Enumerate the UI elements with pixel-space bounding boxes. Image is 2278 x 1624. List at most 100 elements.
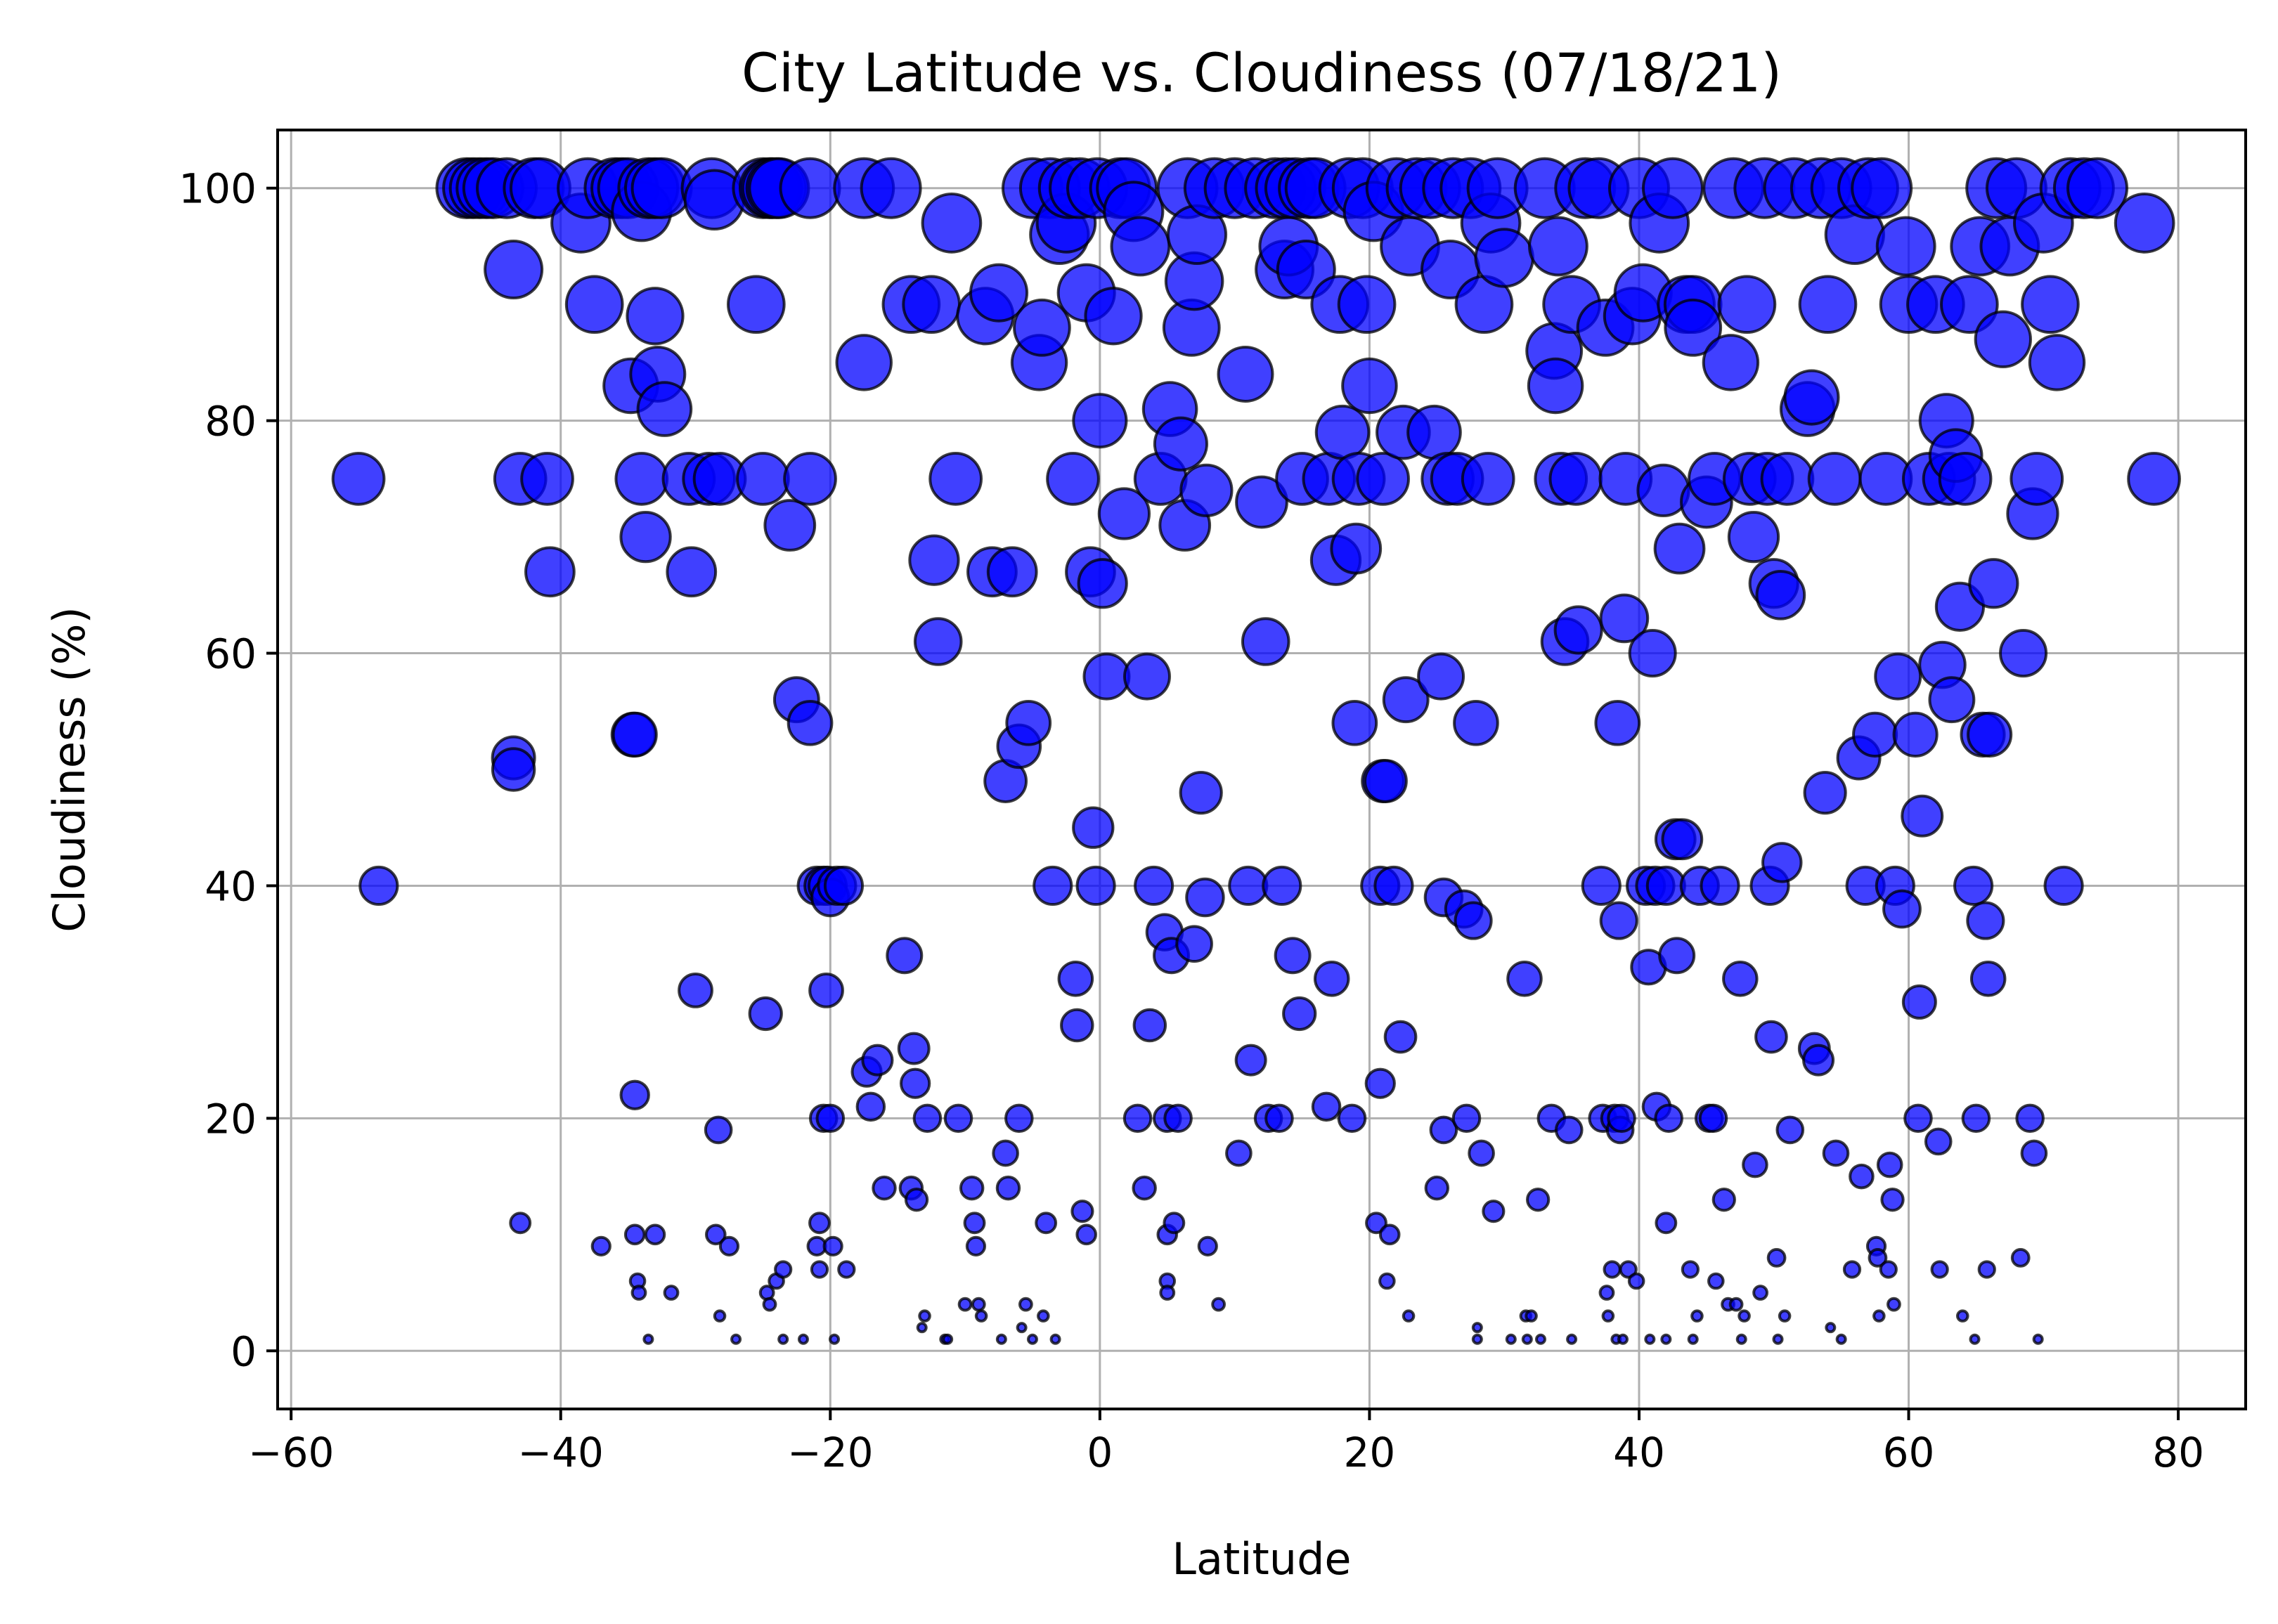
data-point — [1852, 711, 1898, 758]
x-tick-label: 0 — [1087, 1429, 1113, 1476]
data-point — [1969, 961, 2007, 997]
data-point — [1132, 1175, 1157, 1201]
data-point — [1851, 157, 1913, 219]
data-point — [520, 451, 574, 506]
data-point — [1690, 1309, 1704, 1323]
data-point — [1548, 451, 1603, 506]
data-point — [1644, 1333, 1656, 1345]
x-axis-label: Latitude — [1172, 1533, 1351, 1585]
data-point — [902, 275, 961, 334]
data-point — [1822, 1139, 1850, 1167]
data-point — [1365, 1211, 1387, 1235]
data-point — [636, 381, 693, 437]
data-point — [644, 1223, 666, 1246]
data-point — [1868, 1248, 1888, 1268]
data-point — [1526, 1188, 1551, 1212]
data-point — [663, 1285, 680, 1301]
data-point — [1185, 877, 1225, 918]
data-point — [1967, 711, 2013, 758]
data-point — [1075, 865, 1116, 907]
data-point — [1070, 1200, 1094, 1223]
data-point — [1660, 1333, 1672, 1345]
data-point — [1849, 1163, 1875, 1190]
data-point — [1880, 1188, 1905, 1212]
data-point — [718, 1235, 740, 1256]
data-point — [484, 240, 544, 300]
data-point — [1599, 901, 1638, 940]
data-point — [1752, 1285, 1768, 1301]
data-point — [777, 1333, 789, 1345]
data-point — [2021, 275, 2080, 334]
data-point — [1961, 1103, 1991, 1133]
data-point — [1311, 1091, 1342, 1122]
data-point — [1903, 1103, 1933, 1133]
data-point — [908, 534, 960, 586]
data-point — [1474, 228, 1534, 288]
data-point — [1760, 451, 1815, 506]
data-point — [1603, 1260, 1622, 1279]
data-point — [1217, 345, 1274, 403]
data-point — [1037, 1309, 1050, 1323]
data-point — [1607, 1103, 1636, 1133]
data-point — [705, 1223, 727, 1246]
data-point — [1778, 1309, 1792, 1323]
data-point — [590, 1235, 611, 1256]
data-point — [1617, 1333, 1629, 1345]
y-tick-label: 60 — [205, 630, 257, 678]
data-point — [1892, 711, 1939, 758]
data-point — [1658, 937, 1696, 975]
data-point — [1314, 404, 1371, 460]
data-point — [992, 1139, 1019, 1167]
data-point — [1825, 1322, 1837, 1334]
data-point — [1661, 818, 1704, 861]
data-point — [1274, 937, 1312, 975]
data-point — [1110, 216, 1171, 277]
data-point — [1429, 1115, 1458, 1145]
data-point — [642, 1333, 654, 1345]
x-tick-label: 20 — [1344, 1429, 1396, 1476]
data-point — [959, 1175, 985, 1201]
data-point — [829, 1333, 841, 1345]
data-point — [1016, 1322, 1028, 1334]
data-point — [995, 1333, 1007, 1345]
data-point — [1803, 770, 1847, 815]
data-point — [1197, 1235, 1218, 1256]
data-point — [1356, 451, 1410, 506]
y-tick-label: 0 — [231, 1327, 257, 1375]
data-point — [1077, 558, 1128, 609]
data-point — [783, 451, 837, 506]
data-point — [1451, 1103, 1482, 1133]
data-point — [666, 546, 718, 598]
data-point — [1417, 652, 1465, 701]
data-point — [704, 1115, 733, 1145]
data-point — [626, 287, 685, 346]
data-point — [1241, 617, 1290, 666]
data-point — [1955, 1309, 1969, 1323]
data-point — [1966, 901, 2005, 940]
data-point — [1798, 275, 1858, 334]
data-point — [1264, 1103, 1294, 1133]
data-point — [1875, 216, 1936, 277]
data-point — [1901, 794, 1944, 838]
data-point — [1378, 1272, 1396, 1290]
data-point — [1601, 1309, 1615, 1323]
data-point — [942, 1333, 954, 1345]
data-point — [1645, 865, 1686, 907]
data-point — [1711, 1188, 1736, 1212]
data-point — [2015, 1103, 2045, 1133]
data-point — [678, 972, 713, 1008]
data-point — [1876, 1151, 1903, 1178]
data-point — [1330, 522, 1383, 575]
data-point — [763, 499, 817, 552]
data-point — [1012, 298, 1071, 357]
data-point — [1901, 984, 1937, 1020]
data-point — [1175, 925, 1213, 963]
data-point — [2043, 865, 2084, 907]
data-point — [1046, 451, 1100, 506]
data-point — [995, 1175, 1021, 1201]
data-point — [899, 1067, 931, 1099]
data-point — [1938, 451, 1993, 506]
data-point — [726, 275, 786, 334]
data-point — [1005, 699, 1052, 746]
data-point — [730, 1333, 742, 1345]
